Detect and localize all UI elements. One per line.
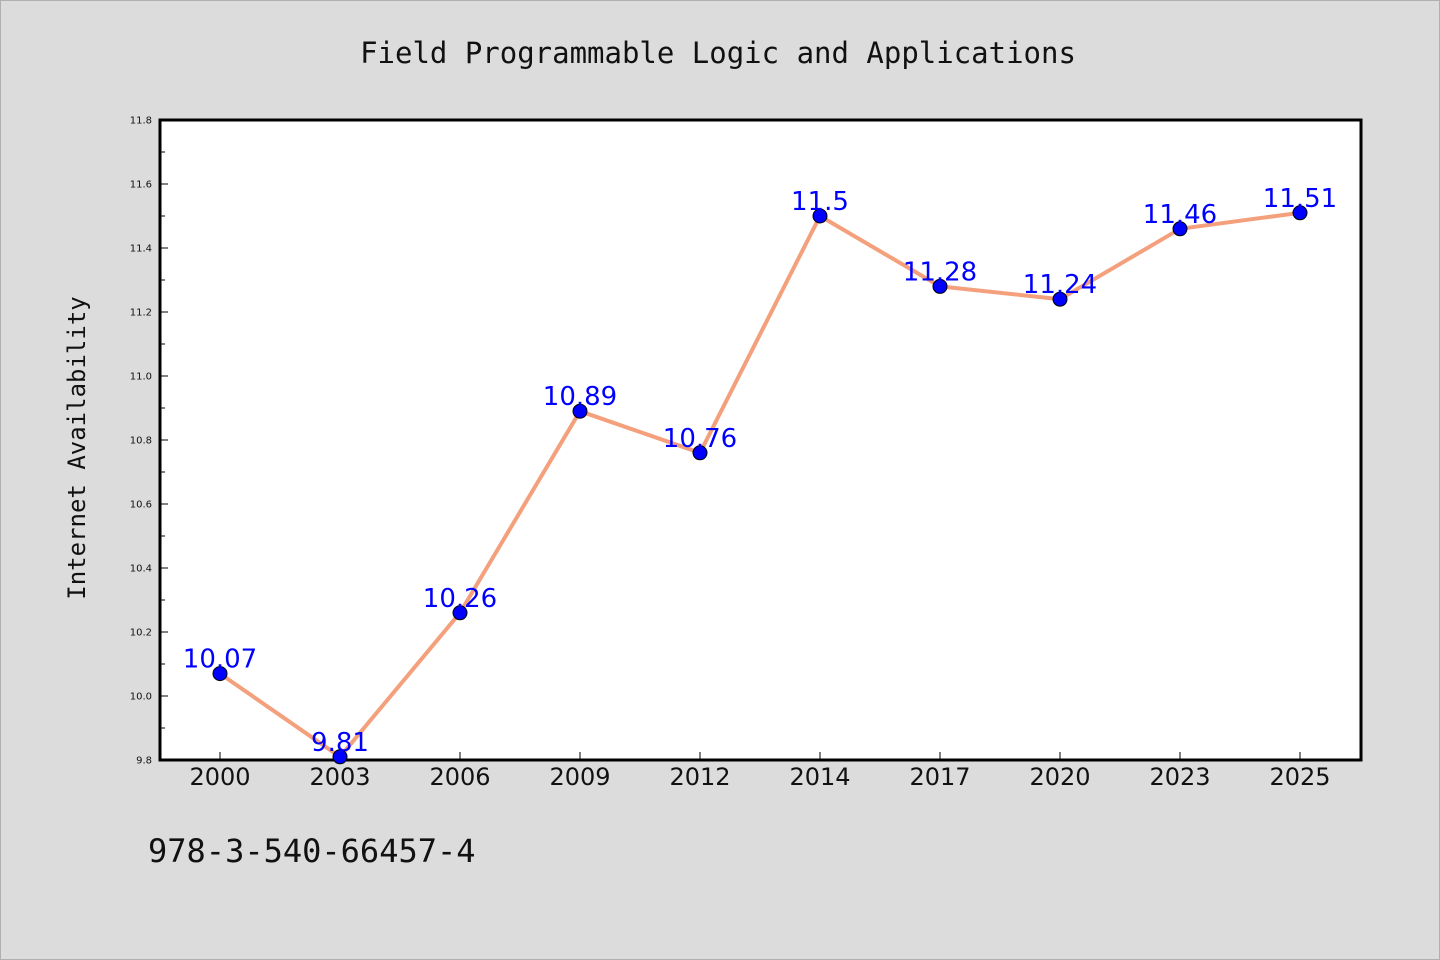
data-label: 11.24 [1023,270,1097,300]
data-point [332,749,348,765]
data-point [692,445,708,461]
y-tick-label: 11.2 [130,308,152,319]
y-tick-label: 10.4 [130,564,152,575]
data-point [1292,205,1308,221]
series-layer: 10.07 9.81 10.26 10.89 10.76 11.5 11.28 11.24 11… [183,184,1337,765]
y-tick-label: 11.4 [130,244,152,255]
data-point [932,278,948,294]
y-tick-label: 11.6 [130,180,152,191]
y-tick-label: 9.8 [136,756,152,767]
x-tick-label: 2012 [669,763,730,791]
y-tick-label: 11.8 [130,116,152,127]
x-tick-label: 2023 [1149,763,1210,791]
data-point [212,666,228,682]
data-point [452,605,468,621]
data-label: 11.28 [903,257,977,287]
data-label: 11.5 [791,187,849,217]
y-tick-label: 10.0 [130,692,152,703]
data-point [1172,221,1188,237]
y-tick-label: 10.2 [130,628,152,639]
x-tick-label: 2014 [789,763,850,791]
series-line [218,210,1302,759]
x-tick-label: 2025 [1269,763,1330,791]
footnote-isbn: 978-3-540-66457-4 [148,832,476,870]
x-tick-label: 2020 [1029,763,1090,791]
x-tick-label: 2003 [309,763,370,791]
x-tick-label: 2017 [909,763,970,791]
data-label: 9.81 [311,728,369,758]
plot-area [158,118,1363,762]
x-tick-label: 2006 [429,763,490,791]
data-label: 10.76 [663,424,737,454]
y-tick-label: 10.8 [130,436,152,447]
chart-title: Field Programmable Logic and Application… [360,36,1076,70]
x-axis-ticks: 2000 2003 2006 2009 2012 2014 2017 2020 2023 2025 [189,752,1331,791]
data-label: 10.07 [183,645,257,675]
data-point [572,403,588,419]
data-label: 11.51 [1263,184,1337,214]
y-tick-label: 11.0 [130,372,152,383]
y-tick-label: 10.6 [130,500,152,511]
x-tick-label: 2009 [549,763,610,791]
x-tick-label: 2000 [189,763,250,791]
data-point [1052,291,1068,307]
data-label: 10.26 [423,584,497,614]
data-label: 11.46 [1143,200,1217,230]
y-axis-ticks: 9.8 10.0 10.2 10.4 10.6 10.8 11.0 11.2 11.4 11.6 1… [130,116,168,767]
data-point [812,208,828,224]
y-axis-label: Internet Availability [63,296,91,599]
data-label: 10.89 [543,382,617,412]
